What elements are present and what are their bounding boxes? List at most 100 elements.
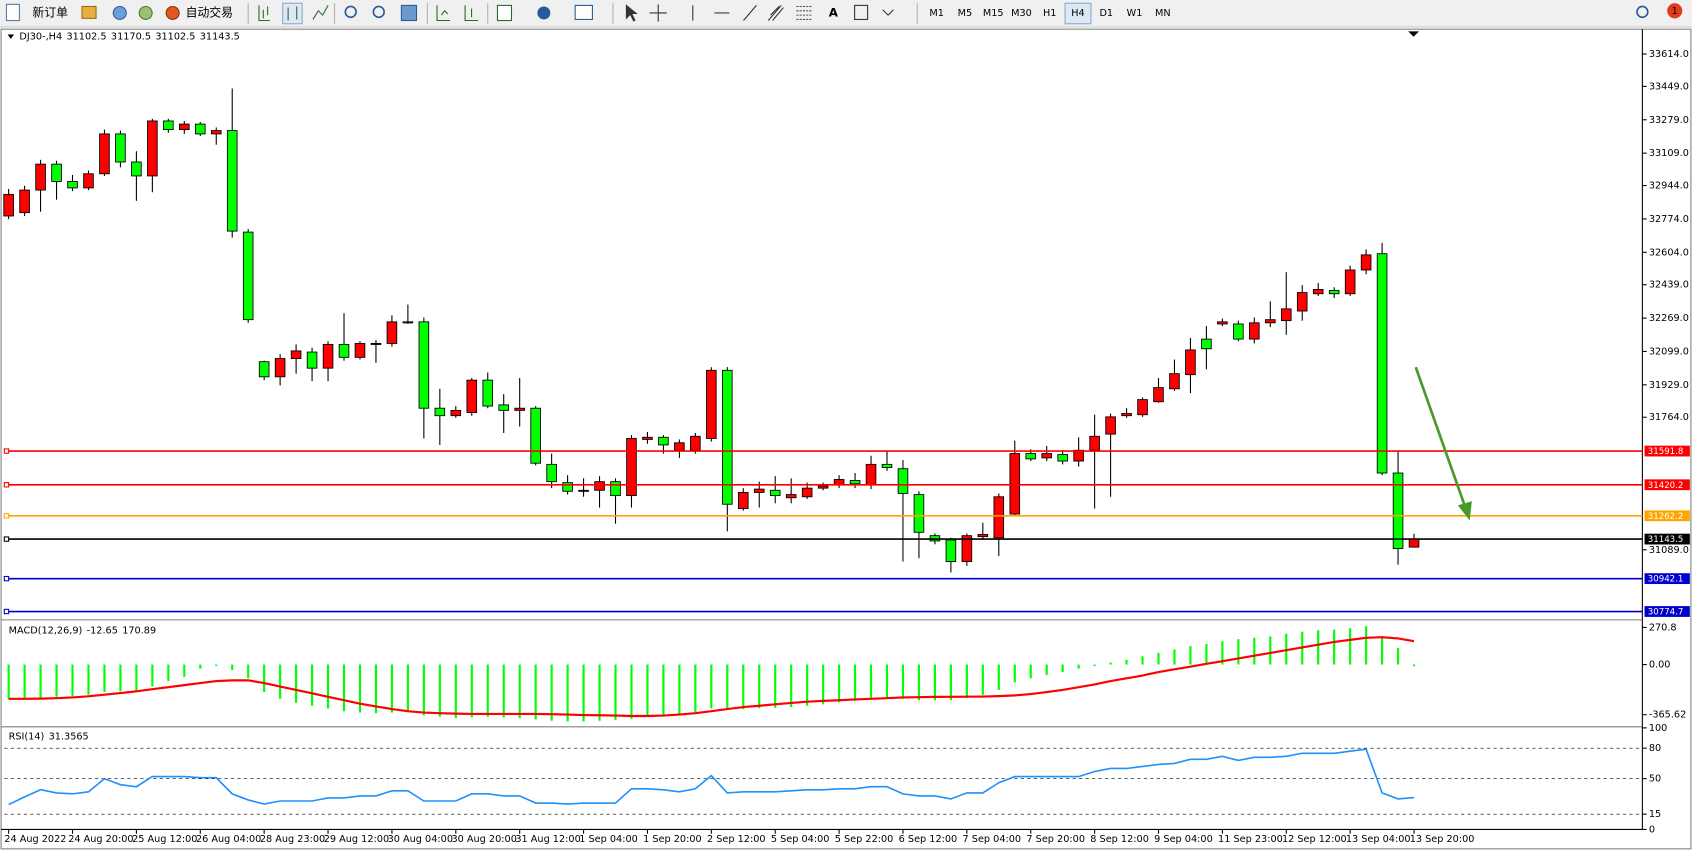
toolbar-bg xyxy=(0,0,1692,27)
macd-bar xyxy=(1045,664,1048,675)
crosshair-icon[interactable] xyxy=(649,4,667,22)
toolbar-icon[interactable] xyxy=(81,5,97,19)
x-tick-label: 30 Aug 04:00 xyxy=(388,834,453,845)
candle-body xyxy=(35,163,46,191)
timeframe-button[interactable]: H4 xyxy=(1071,8,1084,19)
arrows-tool-icon[interactable] xyxy=(882,9,894,16)
price-level-tag xyxy=(1644,479,1690,491)
candle-body xyxy=(306,351,318,369)
price-level-label: 31143.5 xyxy=(1648,535,1684,545)
macd-bar xyxy=(119,664,122,692)
price-level-handle xyxy=(3,608,10,615)
candle-body xyxy=(674,442,685,451)
candle-body xyxy=(1328,289,1340,295)
timeframe-button[interactable]: M15 xyxy=(983,8,1004,19)
text-tool-icon[interactable]: A xyxy=(829,5,839,19)
candle-body xyxy=(1296,292,1308,312)
price-level-tag xyxy=(1644,606,1690,617)
y-tick-label: 15 xyxy=(1649,809,1661,820)
candle-chart-icon[interactable] xyxy=(282,2,303,25)
candle-body xyxy=(1344,269,1356,295)
chart-shift-marker xyxy=(1408,31,1419,37)
macd-bar xyxy=(247,664,250,679)
candle-body xyxy=(690,435,701,451)
search-icon[interactable] xyxy=(1636,5,1649,19)
autoscroll-icon[interactable] xyxy=(436,5,450,22)
candle-body xyxy=(450,409,462,417)
macd-bar xyxy=(1349,628,1352,665)
price-level-tag xyxy=(1644,445,1690,457)
candle-body xyxy=(897,468,909,494)
toolbar-icon[interactable] xyxy=(138,5,153,20)
macd-bar xyxy=(726,664,729,710)
timeframe-button[interactable]: W1 xyxy=(1127,8,1143,19)
macd-bar xyxy=(869,664,873,699)
tile-icon[interactable] xyxy=(400,4,418,22)
macd-bar xyxy=(1173,649,1176,665)
indicator-value: -12.65 xyxy=(87,626,118,637)
x-tick-label: 11 Sep 23:00 xyxy=(1218,834,1283,845)
macd-bar xyxy=(310,664,314,706)
annotation-arrow xyxy=(1414,366,1467,509)
auto-trade-button[interactable]: 自动交易 xyxy=(186,5,233,19)
timeframe-button[interactable]: D1 xyxy=(1099,8,1113,19)
macd-bar xyxy=(1157,652,1160,665)
macd-bar xyxy=(774,664,777,708)
indicator-label: RSI(14) 31.3565 xyxy=(9,732,89,743)
candle-body xyxy=(1376,253,1388,474)
x-tick-label: 8 Sep 12:00 xyxy=(1090,834,1149,845)
macd-bar xyxy=(965,664,968,699)
indicators-icon[interactable] xyxy=(496,4,513,22)
x-tick-label: 24 Aug 20:00 xyxy=(68,834,133,845)
candle-body xyxy=(386,321,398,344)
zoom-out-icon[interactable] xyxy=(372,5,385,19)
timeframe-button[interactable]: MN xyxy=(1155,8,1171,19)
price-level-tag xyxy=(1644,533,1690,545)
toolbar-icon[interactable] xyxy=(112,5,127,20)
candle-body xyxy=(993,496,1005,539)
macd-bar xyxy=(279,664,282,699)
templates-icon[interactable] xyxy=(574,4,593,20)
periods-icon[interactable] xyxy=(537,6,551,20)
candle-body xyxy=(562,482,573,492)
new-order-icon[interactable] xyxy=(5,3,20,22)
notification-badge[interactable] xyxy=(1667,3,1683,19)
timeframe-button[interactable]: M1 xyxy=(929,8,944,19)
x-tick-label: 1 Sep 20:00 xyxy=(643,834,702,845)
candle-body xyxy=(865,463,877,486)
price-level-handle xyxy=(3,513,10,519)
chart-header: DJ30-,H4 31102.5 31170.5 31102.5 31143.5 xyxy=(19,32,239,43)
bar-chart-icon[interactable] xyxy=(258,5,270,22)
auto-trade-icon[interactable] xyxy=(165,5,180,20)
candle-body xyxy=(1360,254,1372,271)
label-tool-icon[interactable] xyxy=(854,4,869,20)
line-chart-icon[interactable] xyxy=(312,5,329,20)
timeframe-button[interactable]: M5 xyxy=(958,8,973,19)
candle-body xyxy=(578,489,589,492)
new-order-button[interactable]: 新订单 xyxy=(32,5,68,19)
chart-shift-icon[interactable] xyxy=(464,5,479,22)
macd-bar xyxy=(742,664,745,710)
header-value: DJ30-,H4 xyxy=(19,32,62,43)
channel-icon[interactable] xyxy=(767,5,784,21)
indicator-value: 31.3565 xyxy=(49,732,89,743)
macd-bar xyxy=(646,664,649,717)
timeframe-button[interactable]: M30 xyxy=(1011,8,1032,19)
macd-bar xyxy=(806,664,809,706)
price-level-label: 31420.2 xyxy=(1648,481,1684,491)
cursor-icon[interactable] xyxy=(625,4,638,22)
timeframe-button[interactable]: H1 xyxy=(1043,8,1056,19)
price-level-handle xyxy=(3,575,10,582)
fibo-icon[interactable] xyxy=(796,5,812,20)
y-tick-label: 0 xyxy=(1649,824,1655,835)
macd-bar xyxy=(822,664,825,705)
trendline-icon[interactable] xyxy=(743,5,757,21)
zoom-in-icon[interactable] xyxy=(344,5,357,19)
candle-body xyxy=(785,494,797,499)
y-tick-label: 32269.0 xyxy=(1649,313,1689,324)
candle-body xyxy=(1185,349,1196,376)
candle-body xyxy=(1073,449,1084,462)
candle-body xyxy=(546,463,557,483)
macd-bar xyxy=(342,664,346,712)
indicator-line xyxy=(8,636,1415,718)
